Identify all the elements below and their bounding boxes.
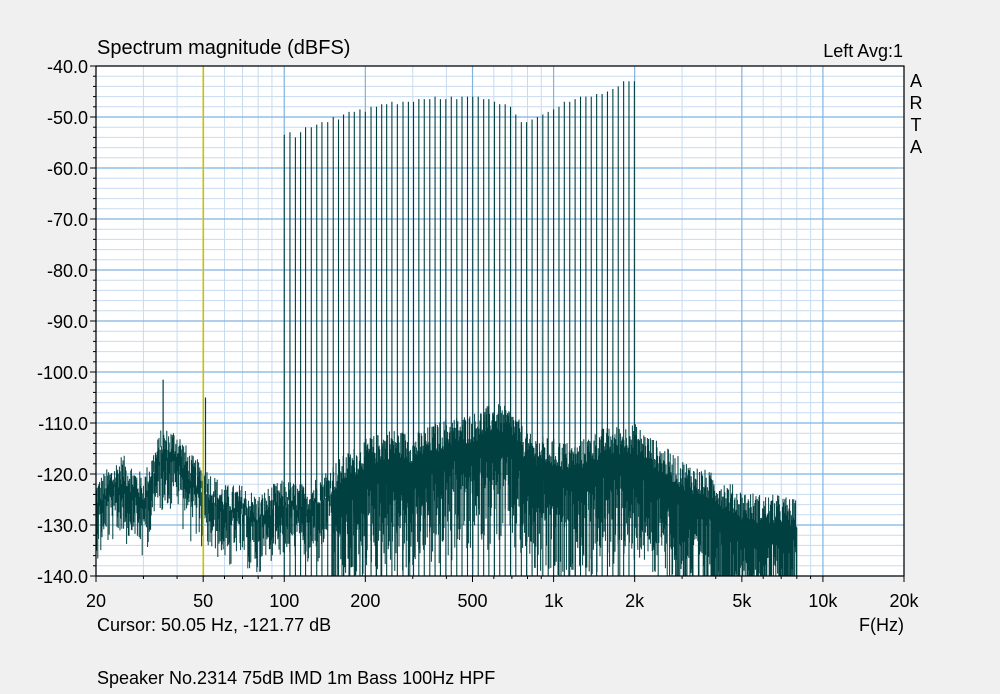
x-tick-label: 20 bbox=[86, 591, 106, 611]
brand-letter: R bbox=[909, 93, 923, 113]
y-tick-label: -70.0 bbox=[47, 210, 88, 230]
axis-labels: -40.0 -50.0 -60.0 -70.0 -80.0 -90.0 -100.0 -110… bbox=[37, 57, 920, 611]
y-tick-label: -50.0 bbox=[47, 108, 88, 128]
x-tick-label: 500 bbox=[457, 591, 487, 611]
channel-average-info: Left Avg:1 bbox=[823, 41, 903, 61]
y-tick-label: -120.0 bbox=[37, 465, 88, 485]
arta-brand-label: A R T A bbox=[908, 70, 924, 158]
measurement-caption: Speaker No.2314 75dB IMD 1m Bass 100Hz H… bbox=[97, 668, 496, 688]
y-tick-label: -60.0 bbox=[47, 159, 88, 179]
y-tick-label: -130.0 bbox=[37, 516, 88, 536]
axis-ticks bbox=[90, 65, 905, 582]
cursor-readout: Cursor: 50.05 Hz, -121.77 dB bbox=[97, 615, 332, 635]
x-tick-label: 20k bbox=[889, 591, 919, 611]
x-tick-label: 10k bbox=[808, 591, 838, 611]
x-tick-label: 100 bbox=[269, 591, 299, 611]
x-tick-label: 200 bbox=[350, 591, 380, 611]
y-tick-label: -140.0 bbox=[37, 567, 88, 587]
y-tick-label: -110.0 bbox=[38, 414, 88, 434]
x-axis-title: F(Hz) bbox=[859, 615, 904, 635]
x-tick-label: 5k bbox=[732, 591, 752, 611]
x-tick-label: 50 bbox=[193, 591, 213, 611]
x-tick-label: 1k bbox=[544, 591, 564, 611]
y-tick-label: -100.0 bbox=[37, 363, 88, 383]
y-tick-label: -90.0 bbox=[47, 312, 88, 332]
y-tick-label: -80.0 bbox=[47, 261, 88, 281]
brand-letter: T bbox=[910, 115, 922, 135]
chart-title: Spectrum magnitude (dBFS) bbox=[97, 37, 351, 59]
brand-letter: A bbox=[909, 137, 922, 157]
brand-letter: A bbox=[909, 71, 922, 91]
spectrum-trace bbox=[95, 81, 798, 576]
x-tick-label: 2k bbox=[625, 591, 645, 611]
y-tick-label: -40.0 bbox=[47, 57, 88, 77]
